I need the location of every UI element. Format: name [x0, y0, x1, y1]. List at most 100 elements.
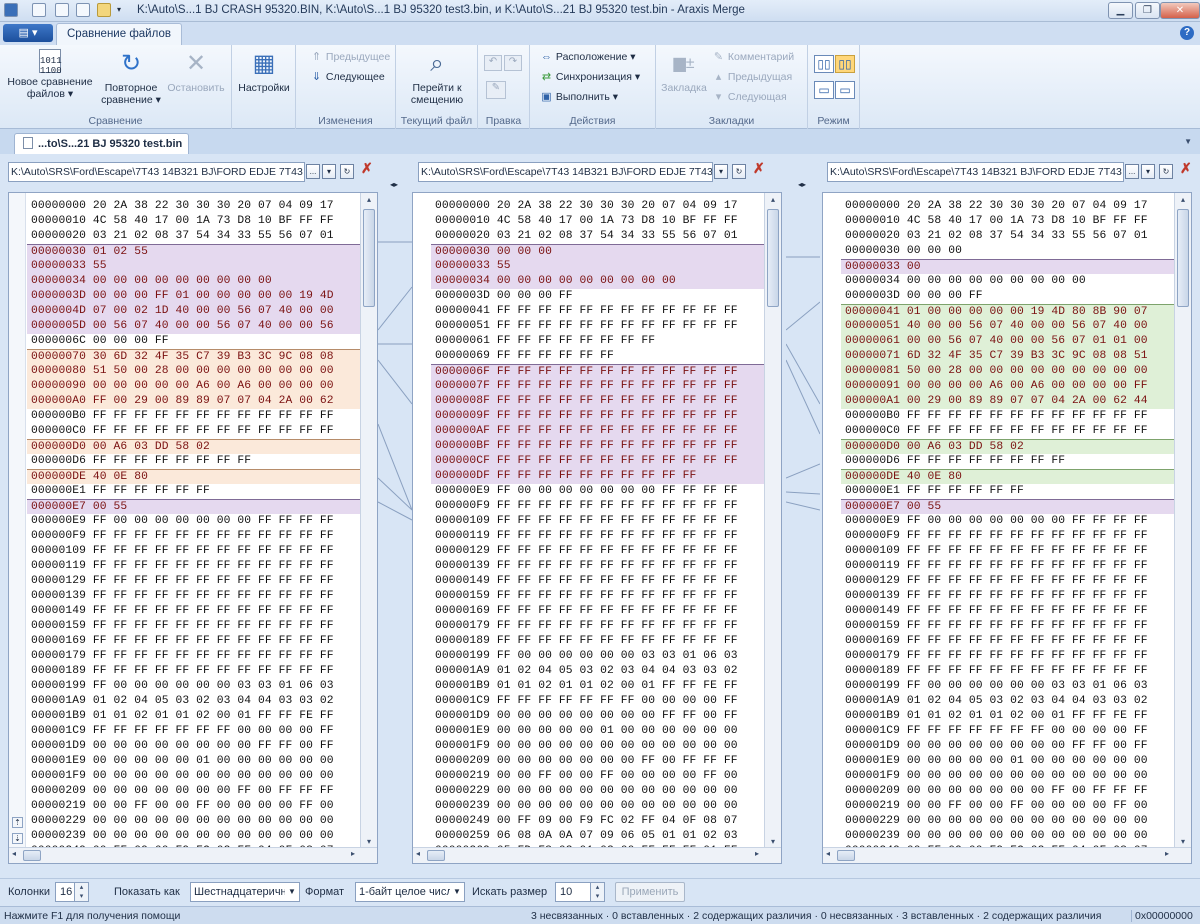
path-dropdown-left-icon[interactable]: ▾	[322, 164, 336, 179]
hex-row[interactable]: 000001C9 FF FF FF FF FF FF FF 00 00 00 0…	[27, 724, 369, 739]
hex-row[interactable]: 00000169 FF FF FF FF FF FF FF FF FF FF F…	[27, 634, 369, 649]
hex-row[interactable]: 00000219 00 00 FF 00 00 FF 00 00 00 00 F…	[27, 799, 369, 814]
hex-row[interactable]: 000000D0 00 A6 03 DD 58 02	[27, 439, 369, 454]
scroll-thumb-middle[interactable]	[767, 209, 779, 307]
hex-row[interactable]: 00000051 FF FF FF FF FF FF FF FF FF FF F…	[431, 319, 773, 334]
hex-row[interactable]: 00000034 00 00 00 00 00 00 00 00 00	[27, 274, 369, 289]
application-menu-button[interactable]: ▤ ▾	[3, 24, 53, 42]
hex-row[interactable]: 00000159 FF FF FF FF FF FF FF FF FF FF F…	[431, 589, 773, 604]
hex-row[interactable]: 0000008F FF FF FF FF FF FF FF FF FF FF F…	[431, 394, 773, 409]
hex-row[interactable]: 000000B0 FF FF FF FF FF FF FF FF FF FF F…	[841, 409, 1183, 424]
stop-button[interactable]: ✕ Остановить	[164, 49, 228, 94]
apply-button[interactable]: Применить	[615, 882, 685, 902]
hex-row[interactable]: 00000020 03 21 02 08 37 54 34 33 55 56 0…	[27, 229, 369, 244]
hex-row[interactable]: 00000189 FF FF FF FF FF FF FF FF FF FF F…	[431, 634, 773, 649]
hex-row[interactable]: 00000169 FF FF FF FF FF FF FF FF FF FF F…	[841, 634, 1183, 649]
path-dropdown-right-icon[interactable]: ▾	[1141, 164, 1155, 179]
reload-right-icon[interactable]: ↻	[1159, 164, 1173, 179]
save-icon[interactable]	[55, 3, 69, 17]
hex-row[interactable]: 00000119 FF FF FF FF FF FF FF FF FF FF F…	[841, 559, 1183, 574]
hscroll-thumb-left[interactable]	[23, 850, 41, 861]
hex-row[interactable]: 000001B9 01 01 02 01 01 02 00 01 FF FF F…	[431, 679, 773, 694]
hex-row[interactable]: 00000119 FF FF FF FF FF FF FF FF FF FF F…	[431, 529, 773, 544]
hex-row[interactable]: 00000219 00 00 FF 00 00 FF 00 00 00 00 F…	[841, 799, 1183, 814]
hex-pane-right[interactable]: 00000000 20 2A 38 22 30 30 30 20 07 04 0…	[822, 192, 1192, 864]
scrollbar-right[interactable]: ▴ ▾	[1174, 193, 1191, 849]
hex-row[interactable]: 0000006C 00 00 00 FF	[27, 334, 369, 349]
hex-row[interactable]: 00000041 01 00 00 00 00 00 19 4D 80 8B 9…	[841, 304, 1183, 319]
hex-row[interactable]: 000000A0 FF 00 29 00 89 89 07 07 04 2A 0…	[27, 394, 369, 409]
hex-row[interactable]: 000001E9 00 00 00 00 00 01 00 00 00 00 0…	[841, 754, 1183, 769]
hex-row[interactable]: 000000E9 FF 00 00 00 00 00 00 00 FF FF F…	[431, 484, 773, 499]
hex-row[interactable]: 000001E9 00 00 00 00 00 01 00 00 00 00 0…	[27, 754, 369, 769]
hex-row[interactable]: 000001E9 00 00 00 00 00 01 00 00 00 00 0…	[431, 724, 773, 739]
scroll-down-left-icon[interactable]: ⇣	[12, 833, 23, 844]
browse-button-left[interactable]: ...	[306, 164, 320, 179]
hex-row[interactable]: 00000169 FF FF FF FF FF FF FF FF FF FF F…	[431, 604, 773, 619]
hex-row[interactable]: 000001D9 00 00 00 00 00 00 00 00 FF FF 0…	[27, 739, 369, 754]
hex-row[interactable]: 00000000 20 2A 38 22 30 30 30 20 07 04 0…	[27, 199, 369, 214]
path-input-middle[interactable]: K:\Auto\SRS\Ford\Escape\7T43 14B321 BJ\F…	[418, 162, 713, 182]
tab-list-dropdown-icon[interactable]: ▼	[1184, 137, 1192, 146]
help-icon[interactable]: ?	[1180, 26, 1194, 40]
app-icon[interactable]	[4, 3, 18, 17]
hex-row[interactable]: 000000A1 00 29 00 89 89 07 07 04 2A 00 6…	[841, 394, 1183, 409]
hex-row[interactable]: 00000071 6D 32 4F 35 C7 39 B3 3C 9C 08 0…	[841, 349, 1183, 364]
hex-row[interactable]: 00000109 FF FF FF FF FF FF FF FF FF FF F…	[431, 514, 773, 529]
quick-access-dropdown-icon[interactable]: ▾	[117, 5, 122, 14]
hex-row[interactable]: 00000010 4C 58 40 17 00 1A 73 D8 10 BF F…	[27, 214, 369, 229]
spinner-arrows-icon[interactable]: ▴ ▾	[74, 883, 88, 901]
columns-spinner[interactable]: 16 ▴ ▾	[55, 882, 89, 902]
mode-two-way-icon[interactable]: ▯▯	[814, 55, 834, 73]
hex-row[interactable]: 0000003D 00 00 00 FF 01 00 00 00 00 00 1…	[27, 289, 369, 304]
hex-row[interactable]: 00000129 FF FF FF FF FF FF FF FF FF FF F…	[841, 574, 1183, 589]
swap-left-icon[interactable]: ◂▸	[390, 180, 399, 189]
hex-row[interactable]: 00000149 FF FF FF FF FF FF FF FF FF FF F…	[27, 604, 369, 619]
reload-left-icon[interactable]: ↻	[340, 164, 354, 179]
hex-row[interactable]: 0000006F FF FF FF FF FF FF FF FF FF FF F…	[431, 364, 773, 379]
hex-row[interactable]: 00000209 00 00 00 00 00 00 00 FF 00 FF F…	[27, 784, 369, 799]
prev-bookmark-button[interactable]: ▴ Предыдущая	[712, 69, 792, 85]
hex-row[interactable]: 00000229 00 00 00 00 00 00 00 00 00 00 0…	[27, 814, 369, 829]
save-all-icon[interactable]	[76, 3, 90, 17]
tab-file-compare[interactable]: Сравнение файлов	[56, 23, 182, 45]
scroll-thumb-right[interactable]	[1177, 209, 1189, 307]
scroll-up-left-icon[interactable]: ⇡	[12, 817, 23, 828]
undo-icon[interactable]: ↶	[484, 55, 502, 71]
hex-row[interactable]: 0000004D 07 00 02 1D 40 00 00 56 07 40 0…	[27, 304, 369, 319]
hex-row[interactable]: 00000199 FF 00 00 00 00 00 00 03 03 01 0…	[27, 679, 369, 694]
hex-pane-middle[interactable]: 00000000 20 2A 38 22 30 30 30 20 07 04 0…	[412, 192, 782, 864]
hex-row[interactable]: 00000129 FF FF FF FF FF FF FF FF FF FF F…	[431, 544, 773, 559]
hex-row[interactable]: 000000C0 FF FF FF FF FF FF FF FF FF FF F…	[841, 424, 1183, 439]
hex-row[interactable]: 00000229 00 00 00 00 00 00 00 00 00 00 0…	[841, 814, 1183, 829]
hex-row[interactable]: 00000033 55	[27, 259, 369, 274]
hscrollbar-right[interactable]: ◂ ▸	[823, 847, 1191, 863]
hex-row[interactable]: 000001A9 01 02 04 05 03 02 03 04 04 03 0…	[841, 694, 1183, 709]
format-select[interactable]: 1-байт целое числ ▼	[355, 882, 465, 902]
hex-row[interactable]: 00000129 FF FF FF FF FF FF FF FF FF FF F…	[27, 574, 369, 589]
hex-row[interactable]: 00000249 00 FF 09 00 F9 FC 02 FF 04 0F 0…	[431, 814, 773, 829]
scroll-down-arrow-icon[interactable]: ▾	[1180, 837, 1185, 846]
hex-row[interactable]: 000001C9 FF FF FF FF FF FF FF 00 00 00 0…	[431, 694, 773, 709]
scroll-left-arrow-icon[interactable]: ◂	[416, 849, 421, 858]
hex-row[interactable]: 00000033 55	[431, 259, 773, 274]
scroll-thumb-left[interactable]	[363, 209, 375, 307]
search-size-spinner[interactable]: 10 ▴ ▾	[555, 882, 605, 902]
hex-row[interactable]: 00000199 FF 00 00 00 00 00 00 03 03 01 0…	[431, 649, 773, 664]
hex-row[interactable]: 0000003D 00 00 00 FF	[431, 289, 773, 304]
hex-row[interactable]: 00000109 FF FF FF FF FF FF FF FF FF FF F…	[27, 544, 369, 559]
hex-row[interactable]: 00000199 FF 00 00 00 00 00 00 03 03 01 0…	[841, 679, 1183, 694]
hex-row[interactable]: 00000189 FF FF FF FF FF FF FF FF FF FF F…	[841, 664, 1183, 679]
hex-row[interactable]: 00000010 4C 58 40 17 00 1A 73 D8 10 BF F…	[841, 214, 1183, 229]
hex-row[interactable]: 000000DE 40 0E 80	[841, 469, 1183, 484]
sync-button[interactable]: ⇄ Синхронизация ▾	[540, 69, 640, 85]
hex-row[interactable]: 000001F9 00 00 00 00 00 00 00 00 00 00 0…	[431, 739, 773, 754]
hex-row[interactable]: 00000030 01 02 55	[27, 244, 369, 259]
redo-icon[interactable]: ↷	[504, 55, 522, 71]
layout-button[interactable]: ⇔ Расположение ▾	[540, 49, 635, 65]
hex-row[interactable]: 000001D9 00 00 00 00 00 00 00 00 FF FF 0…	[431, 709, 773, 724]
new-file-icon[interactable]	[32, 3, 46, 17]
swap-right-icon[interactable]: ◂▸	[798, 180, 807, 189]
hex-row[interactable]: 00000020 03 21 02 08 37 54 34 33 55 56 0…	[431, 229, 773, 244]
hex-row[interactable]: 00000179 FF FF FF FF FF FF FF FF FF FF F…	[27, 649, 369, 664]
